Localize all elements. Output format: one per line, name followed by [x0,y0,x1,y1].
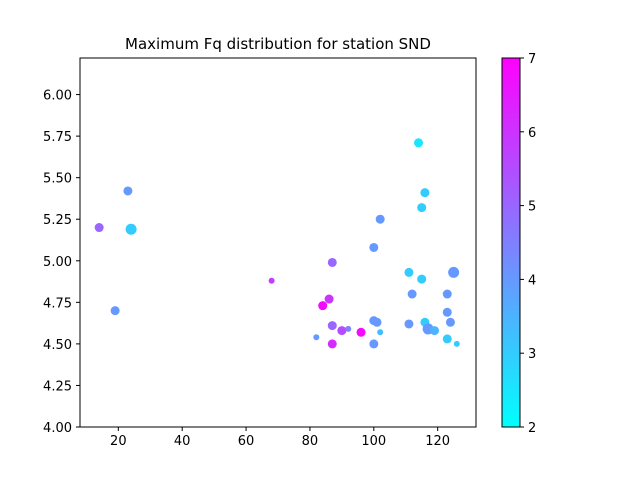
data-point [442,334,452,344]
data-point [448,266,460,278]
data-point [404,319,414,329]
x-axis: 20 40 60 80 100 120 [110,427,450,449]
data-point [327,321,337,331]
x-tick-label: 60 [238,434,255,449]
x-tick-label: 100 [361,434,386,449]
y-tick-label: 4.75 [43,296,72,311]
colorbar-tick-label: 3 [528,347,536,362]
data-point [375,214,385,224]
y-tick-label: 4.25 [43,379,72,394]
chart-title: Maximum Fq distribution for station SND [125,35,431,53]
colorbar-axis: 2 3 4 5 6 7 [520,52,536,436]
data-point [442,307,452,317]
plot-frame [79,57,477,428]
data-point [407,289,417,299]
data-point [417,203,427,213]
colorbar-tick-label: 5 [528,200,536,215]
data-point [369,242,379,252]
y-tick-label: 5.50 [43,172,72,187]
data-point [420,188,430,198]
data-point [414,138,424,148]
y-tick-label: 4.00 [43,421,72,436]
y-tick-label: 4.50 [43,338,72,353]
data-point [404,267,414,277]
data-point [123,186,133,196]
points-layer [94,138,460,349]
y-tick-label: 5.75 [43,130,72,145]
colorbar [501,57,521,428]
data-point [356,327,366,337]
x-tick-label: 80 [302,434,319,449]
y-tick-label: 5.00 [43,255,72,270]
data-point [369,339,379,349]
data-point [345,325,352,332]
data-point [324,294,334,304]
data-point [377,329,384,336]
colorbar-tick-label: 6 [528,126,536,141]
data-point [327,257,337,267]
data-point [318,301,328,311]
x-tick-label: 20 [110,434,127,449]
x-tick-label: 40 [174,434,191,449]
y-axis: 4.00 4.25 4.50 4.75 5.00 5.25 5.50 5.75 6.00 [43,89,80,436]
data-point [442,289,452,299]
data-point [313,334,320,341]
data-point [453,340,460,347]
colorbar-tick-label: 4 [528,273,536,288]
colorbar-tick-label: 7 [528,52,536,67]
data-point [268,277,275,284]
data-point [429,326,439,336]
data-point [372,317,382,327]
data-point [337,326,347,336]
colorbar-tick-label: 2 [528,421,536,436]
x-tick-label: 120 [425,434,450,449]
y-tick-label: 5.25 [43,213,72,228]
data-point [125,223,137,235]
data-point [94,223,104,233]
data-point [110,306,120,316]
data-point [445,317,455,327]
data-point [327,339,337,349]
data-point [417,274,427,284]
y-tick-label: 6.00 [43,89,72,104]
